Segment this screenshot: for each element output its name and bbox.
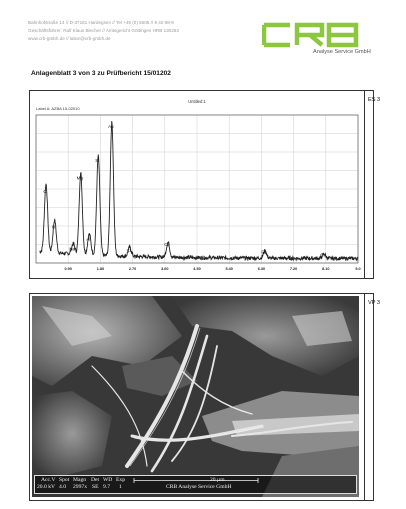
databar-company: CRB Analyse Service GmbH	[166, 484, 232, 490]
spectrum-title: Untitled:1	[188, 99, 206, 104]
panel-label-vp: VP 3	[368, 300, 381, 306]
spectrum-label: Label A: AZBA 15-02010	[36, 106, 80, 111]
spectrum-panel: Untitled:1 Label A: AZBA 15-02010 C O Na Mg…	[29, 90, 380, 279]
scale-bar-label: 20 µm	[210, 477, 225, 483]
databar-accv-header: Acc.V	[41, 477, 56, 483]
sem-panel: Acc.V Spot Magn Det WD Exp 20.0 kV 4.0 2…	[29, 293, 380, 501]
x-tick-label: 4.50	[193, 267, 200, 271]
management-line: Geschäftsführer: Ralf Klaus Blecher // A…	[28, 28, 179, 33]
panel-label-es: ES 3	[368, 97, 381, 103]
databar-accv-value: 20.0 kV	[37, 484, 56, 490]
spectrum-grid	[35, 114, 359, 264]
x-tick-label: 8.10	[322, 267, 329, 271]
logo-subtitle: Analyse Service GmbH	[313, 49, 371, 55]
x-tick-label: 3.60	[161, 267, 168, 271]
document-title: Anlagenblatt 3 von 3 zu Prüfbericht 15/0…	[31, 70, 171, 77]
x-tick-label: 6.30	[258, 267, 265, 271]
databar-det-value: SE	[92, 484, 99, 490]
crb-logo	[262, 22, 359, 48]
eds-spectrum: Untitled:1 Label A: AZBA 15-02010 C O Na Mg…	[35, 99, 361, 271]
x-tick-label: 5.40	[226, 267, 233, 271]
scale-bar	[133, 478, 259, 483]
x-tick-label: 2.70	[129, 267, 136, 271]
x-tick-label: 0.90	[65, 267, 72, 271]
contact-line: www.crb-gmbh.de // labor@crb-gmbh.de	[28, 36, 111, 41]
peak-label-ca: Ca	[164, 242, 170, 247]
peak-label-o: O	[52, 224, 56, 229]
spectrum-frame	[35, 114, 359, 264]
address-line: Bahnhofstraße 14 // D-37181 Hardegsen //…	[28, 20, 174, 25]
x-tick-label: 7.20	[290, 267, 297, 271]
peak-label-al: Al	[86, 236, 90, 241]
peak-label-cu: Cu	[320, 253, 326, 258]
x-tick-label: 1.80	[97, 267, 104, 271]
databar-magn-value: 2997x	[73, 484, 87, 490]
databar-spot-header: Spot	[59, 477, 70, 483]
peak-label-au: Au	[108, 124, 114, 129]
sem-image	[32, 296, 359, 497]
sem-micrograph: Acc.V Spot Magn Det WD Exp 20.0 kV 4.0 2…	[32, 296, 359, 497]
peak-label-c: C	[43, 189, 46, 194]
databar-det-header: Det	[91, 477, 100, 483]
spectrum-trace	[39, 121, 359, 262]
x-tick-label: 9.0	[355, 267, 360, 271]
sem-databar: Acc.V Spot Magn Det WD Exp 20.0 kV 4.0 2…	[34, 475, 357, 494]
panel-divider	[364, 294, 365, 500]
databar-exp-value: 1	[119, 484, 122, 490]
panel-divider	[364, 91, 365, 278]
peak-label-si: Si	[95, 158, 99, 163]
peak-label-cl: Cl	[127, 248, 131, 253]
databar-spot-value: 4.0	[59, 484, 66, 490]
databar-wd-header: WD	[103, 477, 113, 483]
databar-wd-value: 9.7	[103, 484, 110, 490]
x-tick-labels: 0.90 1.80 2.70 3.60 4.50 5.40 6.30 7.20 8.10 9.0	[65, 267, 361, 271]
peak-labels: C O Na Mg Al Si Au Cl Ca Fe Cu	[43, 124, 326, 258]
peak-label-mg: Mg	[77, 176, 84, 181]
databar-magn-header: Magn	[73, 477, 87, 483]
peak-label-na: Na	[69, 247, 75, 252]
databar-exp-header: Exp	[116, 477, 126, 483]
peak-label-fe: Fe	[261, 250, 267, 255]
